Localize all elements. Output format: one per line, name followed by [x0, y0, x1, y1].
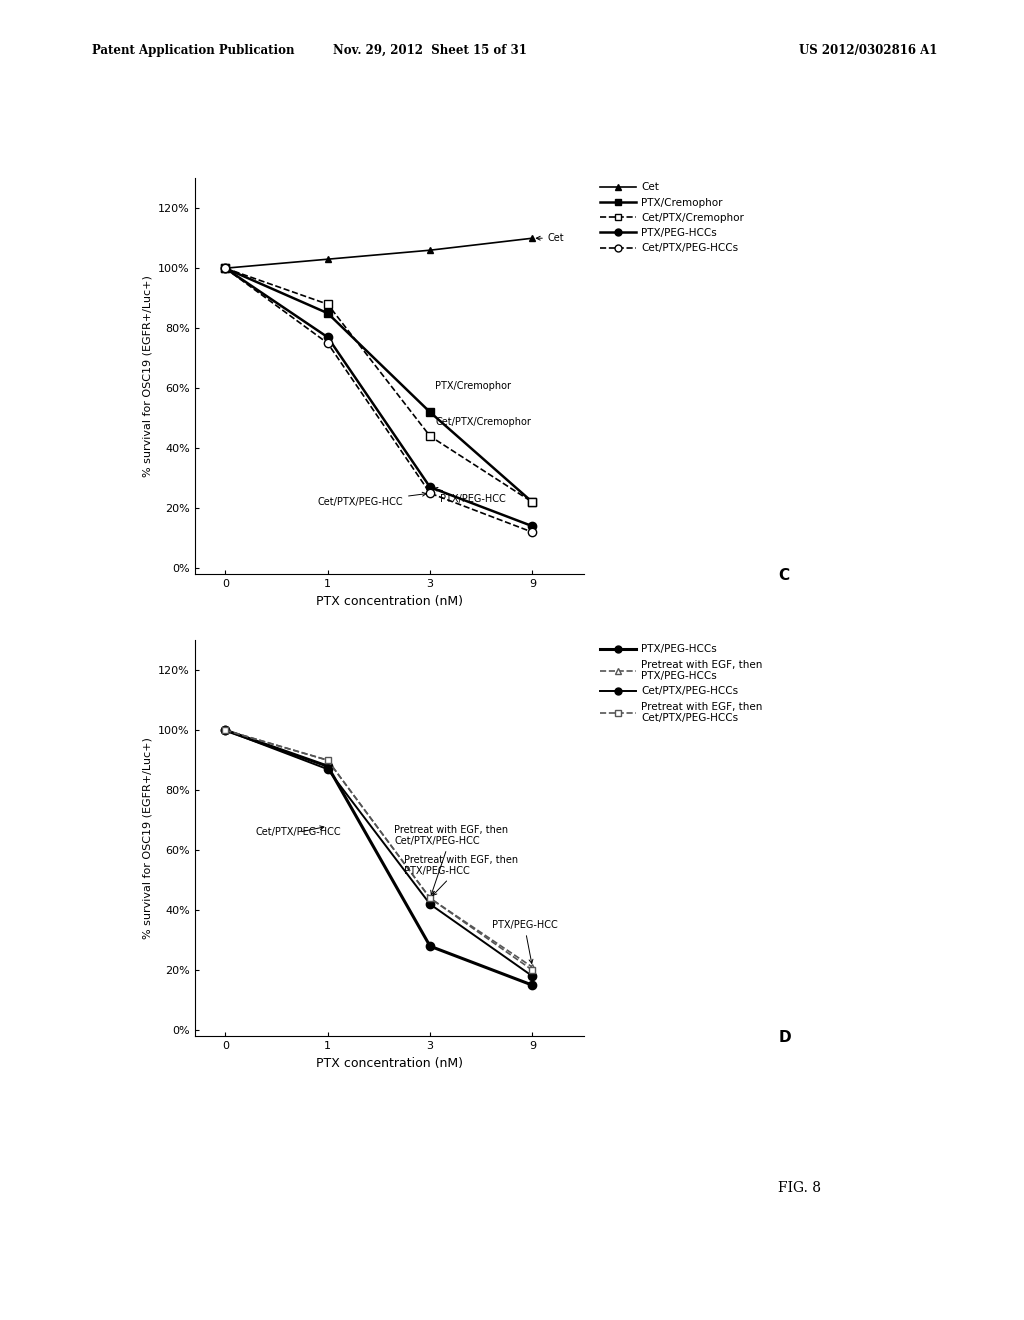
Text: PTX/PEG-HCC: PTX/PEG-HCC — [492, 920, 557, 964]
Text: Nov. 29, 2012  Sheet 15 of 31: Nov. 29, 2012 Sheet 15 of 31 — [333, 44, 527, 57]
Y-axis label: % survival for OSC19 (EGFR+/Luc+): % survival for OSC19 (EGFR+/Luc+) — [142, 276, 153, 477]
Text: Cet/PTX/Cremophor: Cet/PTX/Cremophor — [435, 417, 531, 428]
Text: Cet: Cet — [537, 234, 564, 243]
Text: Cet/PTX/PEG-HCC: Cet/PTX/PEG-HCC — [317, 492, 426, 507]
Legend: PTX/PEG-HCCs, Pretreat with EGF, then
PTX/PEG-HCCs, Cet/PTX/PEG-HCCs, Pretreat w: PTX/PEG-HCCs, Pretreat with EGF, then PT… — [595, 640, 767, 727]
Text: Pretreat with EGF, then
Cet/PTX/PEG-HCC: Pretreat with EGF, then Cet/PTX/PEG-HCC — [394, 825, 508, 895]
Text: PTX/Cremophor: PTX/Cremophor — [435, 381, 511, 391]
Y-axis label: % survival for OSC19 (EGFR+/Luc+): % survival for OSC19 (EGFR+/Luc+) — [142, 738, 153, 939]
X-axis label: PTX concentration (nM): PTX concentration (nM) — [315, 594, 463, 607]
Text: C: C — [778, 569, 790, 583]
Text: Patent Application Publication: Patent Application Publication — [92, 44, 295, 57]
X-axis label: PTX concentration (nM): PTX concentration (nM) — [315, 1056, 463, 1069]
Text: US 2012/0302816 A1: US 2012/0302816 A1 — [799, 44, 937, 57]
Text: Pretreat with EGF, then
PTX/PEG-HCC: Pretreat with EGF, then PTX/PEG-HCC — [404, 854, 518, 895]
Text: Cet/PTX/PEG-HCC: Cet/PTX/PEG-HCC — [256, 826, 342, 837]
Text: PTX/PEG-HCC: PTX/PEG-HCC — [434, 487, 506, 504]
Legend: Cet, PTX/Cremophor, Cet/PTX/Cremophor, PTX/PEG-HCCs, Cet/PTX/PEG-HCCs: Cet, PTX/Cremophor, Cet/PTX/Cremophor, P… — [595, 178, 749, 257]
Text: D: D — [778, 1031, 791, 1045]
Text: FIG. 8: FIG. 8 — [778, 1181, 821, 1196]
